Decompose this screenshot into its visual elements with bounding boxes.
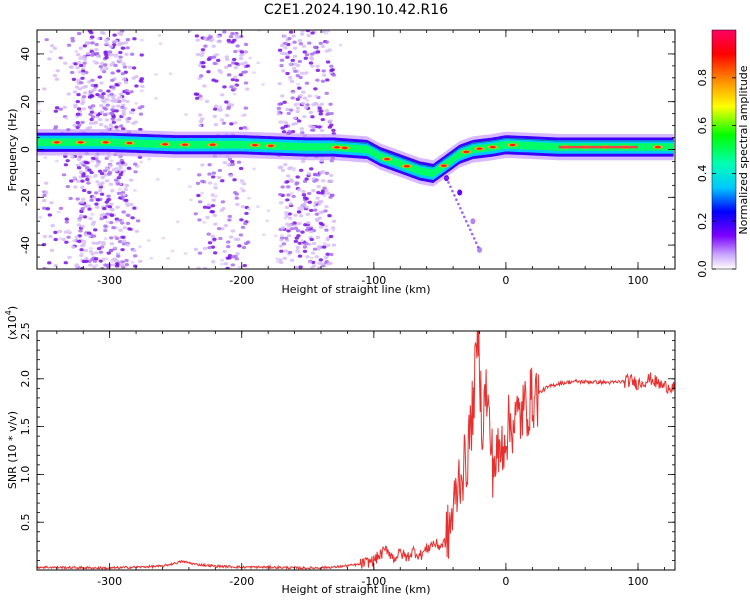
- y-tick-label: 2.0: [19, 370, 32, 388]
- y-tick-label: 40: [19, 47, 32, 61]
- colorbar-frame: [711, 29, 737, 270]
- colorbar-gradient: [712, 30, 736, 269]
- colorbar-tick-label: 0.8: [696, 69, 709, 87]
- x-tick-label: -200: [229, 274, 254, 287]
- x-tick-label: -100: [361, 575, 386, 588]
- colorbar-tick-label: 0.6: [696, 117, 709, 135]
- spectrogram-side-branch: [443, 175, 483, 253]
- snr-x-axis-label: Height of straight line (km): [281, 583, 430, 596]
- colorbar-tick-label: 0.2: [696, 212, 709, 230]
- snr-y-ticks: 0.5 1.0 1.5 2.0 2.5: [19, 322, 675, 561]
- x-tick-label: -200: [229, 575, 254, 588]
- spectrogram-y-axis-label: Frequency (Hz): [6, 109, 19, 192]
- y-tick-label: 20: [19, 95, 32, 109]
- colorbar-tick-label: 0.4: [696, 165, 709, 183]
- y-tick-label: 0.5: [19, 513, 32, 531]
- snr-y-axis-label: SNR (10 * v/v): [6, 411, 19, 489]
- snr-y-multiplier-close: ): [6, 306, 19, 310]
- x-tick-label: -300: [97, 575, 122, 588]
- colorbar-label: Normalized spectral amplitude: [737, 65, 750, 234]
- y-tick-label: 2.5: [19, 322, 32, 340]
- snr-y-multiplier: (x104): [4, 306, 19, 340]
- spectrogram-x-ticks: -300 -200 -100 0 100: [56, 30, 665, 287]
- snr-y-multiplier-exp: 4: [4, 310, 13, 315]
- colorbar: 0.0 0.2 0.4 0.6 0.8 Normalized spectral ampl…: [696, 29, 750, 278]
- x-tick-label: 0: [502, 575, 509, 588]
- figure-title: C2E1.2024.190.10.42.R16: [264, 2, 448, 18]
- snr-panel: -300 -200 -100 0 100 0.5 1.0 1.5 2.0 2.5 Height …: [4, 306, 676, 596]
- y-tick-label: 0: [19, 146, 32, 153]
- svg-text:(x104): (x104): [4, 306, 19, 340]
- colorbar-ticks: 0.0 0.2 0.4 0.6 0.8: [696, 69, 736, 278]
- x-tick-label: 100: [628, 575, 649, 588]
- x-tick-label: -300: [97, 274, 122, 287]
- y-tick-label: 1.5: [19, 418, 32, 436]
- spectrogram-main-band: [37, 129, 675, 187]
- y-tick-label: 1.0: [19, 466, 32, 484]
- snr-x-ticks: -300 -200 -100 0 100: [56, 331, 665, 588]
- snr-series-line: [37, 331, 675, 570]
- spectrogram-y-ticks: -40 -20 0 20 40: [19, 29, 675, 270]
- y-tick-label: -40: [19, 236, 32, 254]
- x-tick-label: 100: [628, 274, 649, 287]
- y-tick-label: -20: [19, 188, 32, 206]
- x-tick-label: 0: [502, 274, 509, 287]
- colorbar-tick-label: 0.0: [696, 260, 709, 278]
- snr-y-multiplier-base: (x10: [6, 315, 19, 340]
- snr-frame: [36, 330, 676, 571]
- spectrogram-x-axis-label: Height of straight line (km): [281, 283, 430, 296]
- x-tick-label: -100: [361, 274, 386, 287]
